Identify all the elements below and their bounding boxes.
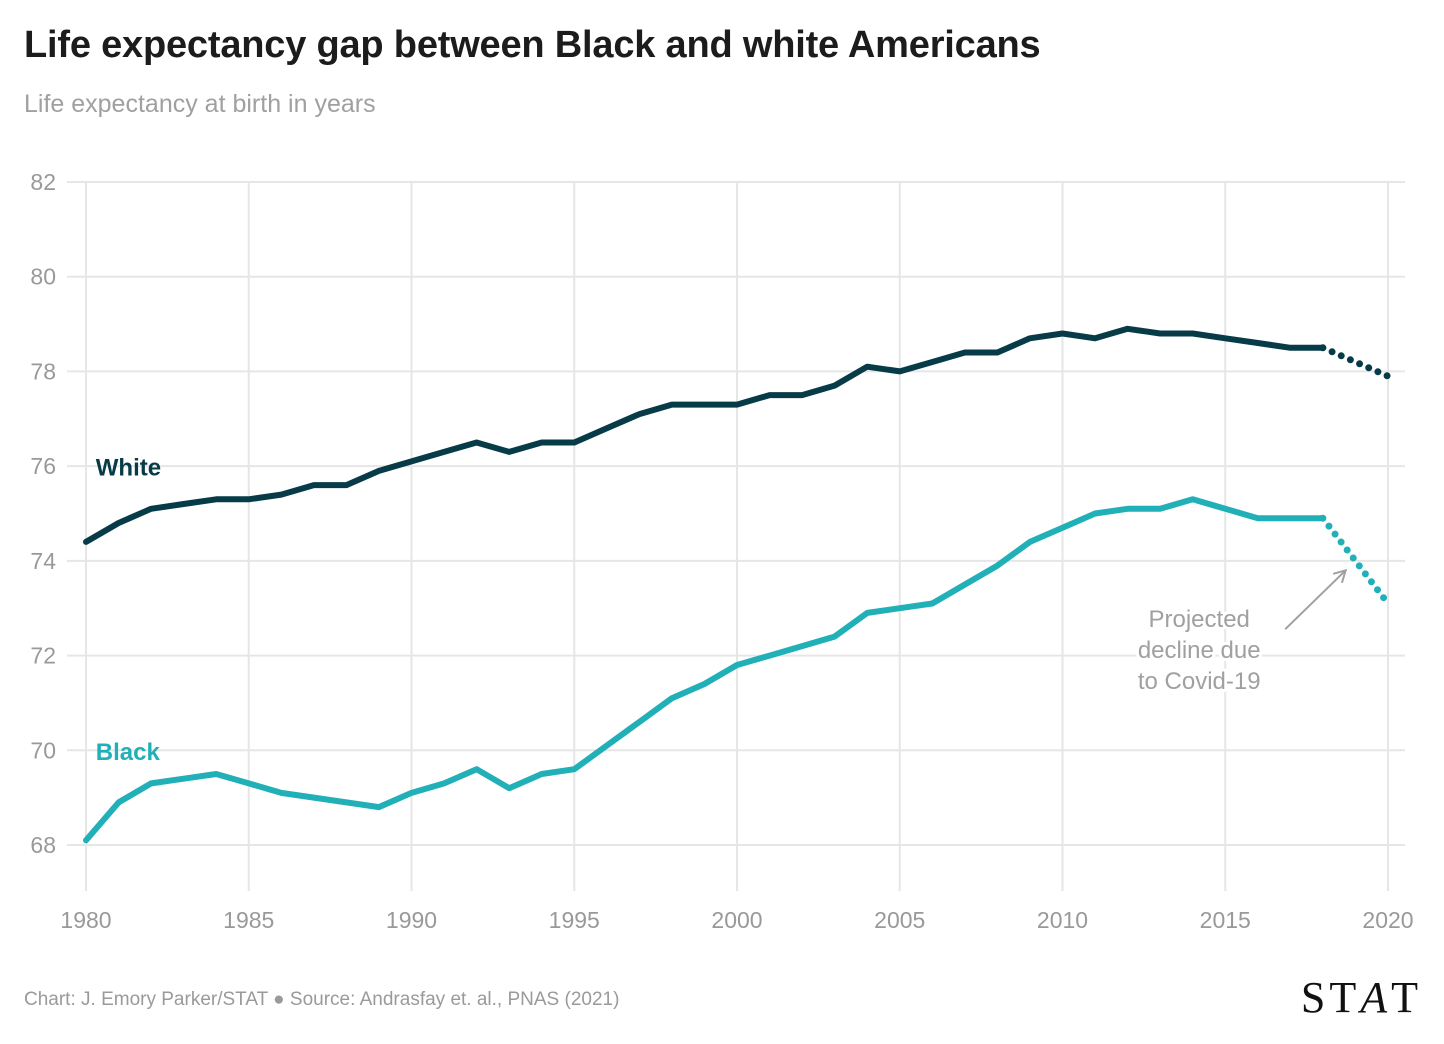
x-tick-label: 2020 [1362, 907, 1413, 933]
y-tick-label: 80 [30, 264, 56, 290]
series-lines [83, 325, 1392, 844]
chart-subtitle: Life expectancy at birth in years [24, 90, 376, 118]
x-gridlines [85, 182, 1389, 891]
x-tick-label: 2000 [711, 907, 762, 933]
y-tick-labels: 68 70 72 74 76 78 80 82 [30, 169, 56, 858]
y-tick-label: 72 [30, 643, 56, 669]
x-tick-label: 1985 [223, 907, 274, 933]
series-labels: White Black [96, 455, 161, 766]
annotation-line: Projected [1149, 606, 1250, 633]
x-tick-label: 2005 [874, 907, 925, 933]
stat-logo: STAT [1301, 972, 1422, 1023]
x-tick-label: 1995 [549, 907, 600, 933]
source-credit: Chart: J. Emory Parker/STAT ● Source: An… [24, 989, 620, 1010]
logo-part: T [1391, 973, 1422, 1022]
series-label-white: White [96, 455, 161, 482]
y-tick-label: 78 [30, 358, 56, 384]
line-chart: 68 70 72 74 76 78 80 82 1980 1985 1990 1995 2000 200… [30, 169, 1413, 933]
y-tick-label: 68 [30, 832, 56, 858]
y-tick-label: 82 [30, 169, 56, 195]
annotation-line: decline due [1138, 637, 1261, 664]
x-tick-labels: 1980 1985 1990 1995 2000 2005 2010 2015 2020 [60, 907, 1413, 933]
x-tick-label: 1980 [60, 907, 111, 933]
chart-title: Life expectancy gap between Black and wh… [24, 24, 1041, 66]
x-tick-label: 2010 [1037, 907, 1088, 933]
logo-part: A [1360, 973, 1392, 1022]
logo-part: ST [1300, 973, 1361, 1022]
projection-line-white [1319, 344, 1392, 380]
x-tick-label: 2015 [1200, 907, 1251, 933]
arrowhead-icon [1332, 568, 1348, 584]
series-line-white [83, 325, 1326, 545]
annotation-arrow-line [1284, 569, 1347, 630]
y-tick-label: 76 [30, 453, 56, 479]
annotation-text: Projected decline due to Covid-19 [1138, 606, 1261, 695]
annotation-line: to Covid-19 [1138, 668, 1261, 695]
y-tick-label: 70 [30, 737, 56, 763]
y-tick-label: 74 [30, 548, 56, 574]
x-tick-label: 1990 [386, 907, 437, 933]
series-label-black: Black [96, 739, 161, 766]
projection-line-black [1319, 514, 1392, 607]
series-line-black [83, 496, 1326, 844]
annotation: Projected decline due to Covid-19 [1135, 568, 1348, 698]
